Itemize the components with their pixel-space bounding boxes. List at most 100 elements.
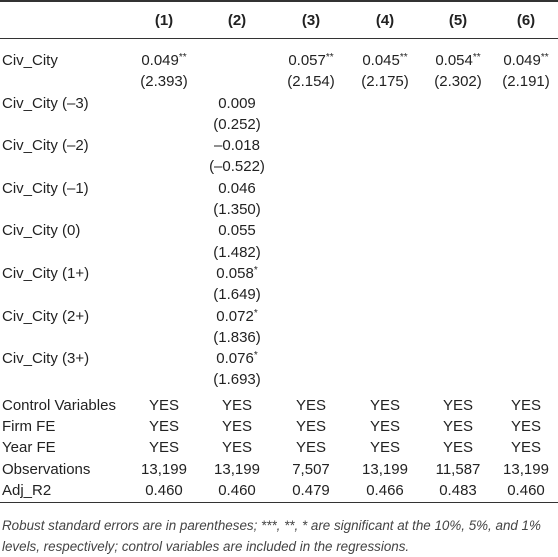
significance-stars: **: [540, 52, 549, 63]
table-row: Civ_City (1+) 0.058* (1.649): [0, 263, 558, 306]
column-header: (6): [516, 11, 536, 29]
row-label: Civ_City (–2): [2, 137, 89, 155]
empty-cell: [274, 348, 348, 391]
t-statistic: (2.191): [502, 73, 550, 91]
coef-cell: 0.045** (2.175): [348, 39, 422, 93]
regression-table: (1) (2) (3) (4) (5) (6) Civ_City 0.049** (2.393…: [0, 1, 558, 503]
row-label: Civ_City: [2, 52, 58, 69]
t-statistic: (1.836): [213, 328, 261, 346]
cell: 0.460: [507, 481, 545, 499]
row-label: Adj_R2: [2, 481, 52, 499]
column-header: (5): [448, 11, 468, 29]
coefficient-line: 0.072*: [200, 306, 274, 327]
empty-cell: [348, 220, 422, 263]
cell: 0.460: [218, 481, 256, 499]
row-label: Civ_City (1+): [2, 264, 90, 282]
table-row: Civ_City (2+) 0.072* (1.836): [0, 306, 558, 349]
cell: YES: [442, 439, 473, 457]
column-header: (2): [227, 11, 247, 29]
coefficient: 0.049: [503, 52, 541, 69]
cell: YES: [295, 396, 326, 414]
row-label: Year FE: [2, 439, 56, 457]
cell: YES: [221, 396, 252, 414]
coefficient: 0.076: [216, 350, 254, 368]
coefficient-line: 0.046: [200, 178, 274, 199]
coef-cell: 0.054** (2.302): [422, 39, 494, 93]
empty-cell: [128, 306, 200, 349]
empty-cell: [274, 220, 348, 263]
coefficient: 0.049: [141, 52, 179, 69]
table-note: Robust standard errors are in parenthese…: [2, 518, 541, 555]
table-body: Civ_City 0.049** (2.393) 0.057** (2.154) 0.04…: [0, 39, 558, 503]
empty-cell: [494, 263, 558, 306]
coef-cell: 0.058* (1.649): [200, 263, 274, 306]
t-statistic: (–0.522): [209, 158, 265, 176]
empty-cell: [494, 135, 558, 178]
row-label: Civ_City (–1): [2, 179, 89, 197]
row-label: Civ_City (–3): [2, 94, 89, 112]
empty-cell: [274, 178, 348, 221]
empty-cell: [422, 220, 494, 263]
coefficient: 0.072: [216, 307, 254, 325]
empty-cell: [274, 135, 348, 178]
significance-stars: **: [325, 52, 334, 63]
header-blank: [0, 1, 128, 39]
cell: 0.460: [145, 481, 183, 499]
row-label: Control Variables: [2, 396, 116, 414]
cell: YES: [369, 439, 400, 457]
cell: YES: [221, 439, 252, 457]
empty-cell: [494, 348, 558, 391]
table-row: Control Variables YES YES YES YES YES YES: [0, 391, 558, 416]
coefficient: 0.045: [362, 52, 400, 69]
coefficient-line: 0.054**: [422, 50, 494, 71]
empty-cell: [422, 348, 494, 391]
empty-cell: [422, 93, 494, 136]
cell: YES: [221, 418, 252, 436]
t-statistic: (1.693): [213, 371, 261, 389]
column-header: (1): [154, 11, 174, 29]
significance-stars: **: [472, 52, 481, 63]
empty-cell: [128, 135, 200, 178]
cell: 7,507: [292, 460, 330, 478]
cell: 13,199: [503, 460, 549, 478]
coefficient: 0.055: [218, 222, 256, 240]
coef-cell: 0.055 (1.482): [200, 220, 274, 263]
row-label: Civ_City (3+): [2, 350, 90, 368]
t-statistic: (2.302): [434, 73, 482, 91]
coefficient: 0.009: [218, 94, 256, 112]
significance-stars: *: [253, 307, 258, 319]
table-row: Civ_City (0) 0.055 (1.482): [0, 220, 558, 263]
coef-cell: 0.049** (2.191): [494, 39, 558, 93]
cell: YES: [295, 418, 326, 436]
empty-cell: [494, 178, 558, 221]
coef-cell: 0.049** (2.393): [128, 39, 200, 93]
coef-cell: –0.018 (–0.522): [200, 135, 274, 178]
table-row: Civ_City (–2) –0.018 (–0.522): [0, 135, 558, 178]
significance-stars: **: [399, 52, 408, 63]
coef-cell: 0.076* (1.693): [200, 348, 274, 391]
table-row: Civ_City (–1) 0.046 (1.350): [0, 178, 558, 221]
empty-cell: [422, 306, 494, 349]
table-header: (1) (2) (3) (4) (5) (6): [0, 1, 558, 39]
empty-cell: [348, 178, 422, 221]
empty-cell: [128, 348, 200, 391]
coefficient: 0.058: [216, 264, 254, 282]
empty-cell: [200, 39, 274, 93]
cell: YES: [148, 396, 179, 414]
empty-cell: [128, 178, 200, 221]
t-statistic: (2.175): [361, 73, 409, 91]
table-row: Firm FE YES YES YES YES YES YES: [0, 416, 558, 437]
cell: 11,587: [435, 460, 481, 478]
empty-cell: [348, 348, 422, 391]
cell: YES: [148, 439, 179, 457]
cell: 13,199: [214, 460, 260, 478]
empty-cell: [422, 135, 494, 178]
cell: YES: [369, 396, 400, 414]
empty-cell: [128, 93, 200, 136]
empty-cell: [348, 263, 422, 306]
coefficient-line: 0.045**: [348, 50, 422, 71]
column-header: (4): [375, 11, 395, 29]
cell: 0.479: [292, 481, 330, 499]
significance-stars: **: [178, 52, 187, 63]
